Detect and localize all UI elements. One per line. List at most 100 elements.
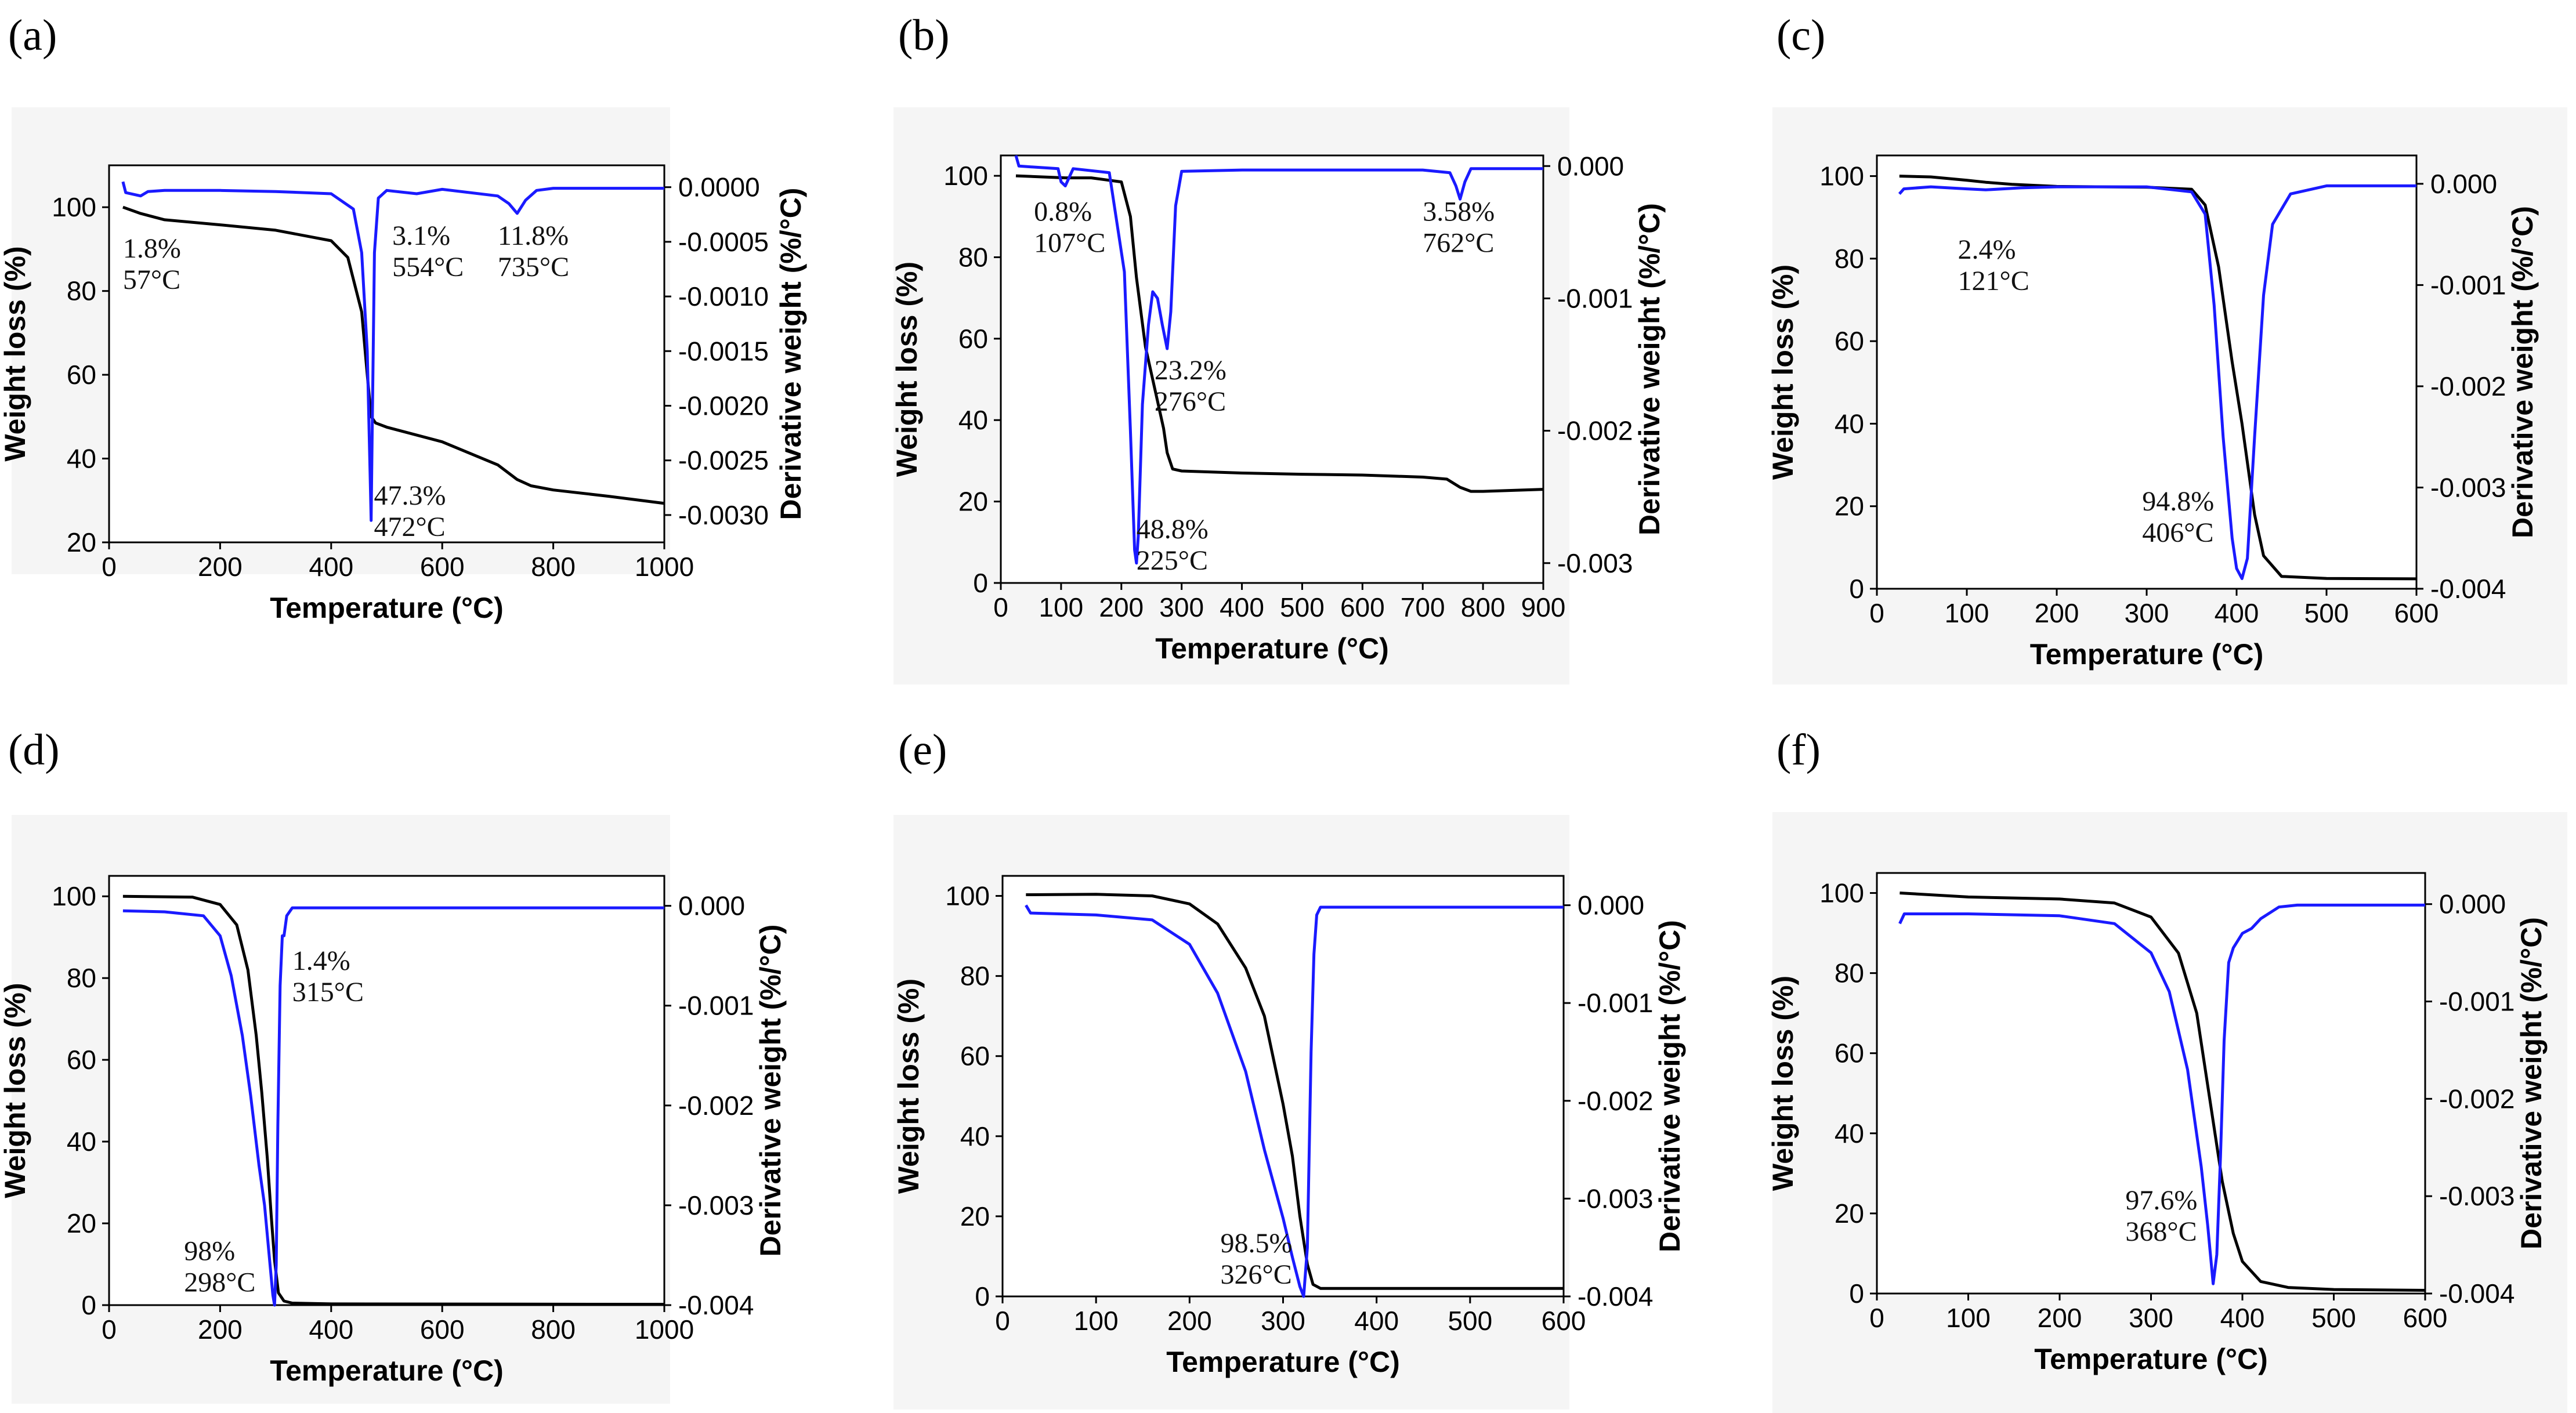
peak-annotation: 554°C [392,252,464,282]
x-tick-label: 800 [1461,592,1506,622]
y-tick-label: 80 [1835,244,1864,274]
y2-tick-label: -0.001 [2439,987,2515,1017]
chart-panel: (b) 0 100 200 300 400 500 600 700 800 900 0 20 40 60 80… [891,11,1666,684]
x-tick-label: 100 [1039,592,1084,622]
x-tick-label: 400 [1354,1306,1399,1336]
derivative-weight-line [1898,903,2425,1285]
x-tick-label: 100 [1945,598,1989,628]
x-tick-label: 400 [2220,1303,2265,1333]
y-tick-label: 60 [958,324,988,354]
panel-label: (b) [898,11,950,60]
y-tick-label: 80 [67,276,96,306]
x-tick-label: 700 [1401,592,1445,622]
weight-loss-line [1899,175,2417,581]
x-tick-label: 600 [420,1314,465,1345]
y-axis-title: Weight loss (%) [0,983,31,1198]
y2-tick-label: -0.001 [1578,988,1653,1018]
x-axis-title: Temperature (°C) [1155,632,1388,665]
chart-panel: (d) 0 200 400 600 800 1000 0 20 40 60 80 100 0.000 -0.… [0,726,787,1404]
peak-annotation: 0.8% [1034,196,1092,227]
peak-annotation: 97.6% [2125,1185,2197,1216]
x-tick-label: 0 [993,592,1008,622]
y-tick-label: 20 [67,527,96,557]
x-tick-label: 0 [102,1314,117,1345]
plot-frame [108,875,665,1306]
y-tick-label: 40 [1835,1118,1864,1148]
x-tick-label: 0 [995,1306,1010,1336]
peak-annotation: 225°C [1137,545,1208,576]
y2-axis-title: Derivative weight (%/°C) [775,188,807,520]
y2-tick-label: 0.000 [2439,889,2506,919]
y-tick-label: 80 [67,963,96,993]
x-tick-label: 400 [309,1314,353,1345]
weight-loss-line [122,894,665,1306]
chart-panel: (f) 0 100 200 300 400 500 600 0 20 40 60 80 100 0.000 -… [1767,726,2567,1413]
x-tick-label: 800 [531,552,576,582]
x-tick-label: 500 [2304,598,2349,628]
peak-annotation: 57°C [123,265,180,295]
panel-label: (c) [1777,11,1825,60]
y-tick-label: 80 [960,961,990,991]
x-tick-label: 400 [309,552,353,582]
x-tick-label: 200 [2035,598,2079,628]
x-tick-label: 500 [2311,1303,2356,1333]
y-tick-label: 100 [52,192,96,222]
peak-annotation: 1.8% [123,233,181,264]
x-tick-label: 200 [1167,1306,1212,1336]
derivative-weight-line [1014,155,1543,565]
panel-label: (d) [8,726,60,774]
y2-tick-label: -0.004 [2439,1278,2515,1309]
y-tick-label: 100 [945,881,990,911]
y2-tick-label: 0.000 [678,891,745,921]
x-tick-label: 200 [198,1314,243,1345]
weight-loss-line [1900,892,2426,1292]
panel-label: (a) [8,11,57,60]
y2-tick-label: -0.003 [1578,1183,1653,1213]
y-tick-label: 80 [958,242,988,272]
peak-annotation: 47.3% [374,480,446,511]
x-axis-title: Temperature (°C) [2030,638,2263,671]
x-tick-label: 1000 [635,1314,694,1345]
y2-tick-label: -0.002 [1578,1086,1653,1116]
y2-tick-label: -0.001 [2430,270,2506,300]
peak-annotation: 276°C [1155,386,1226,417]
y2-tick-label: -0.0025 [678,445,769,476]
y-tick-label: 20 [960,1201,990,1231]
y2-tick-label: -0.004 [2430,574,2506,604]
y-tick-label: 0 [1849,1278,1864,1309]
y2-tick-label: 0.000 [1578,890,1644,921]
y-tick-label: 20 [958,487,988,517]
peak-annotation: 107°C [1034,227,1105,258]
peak-annotation: 3.58% [1423,196,1495,227]
x-tick-label: 1000 [635,552,694,582]
peak-annotation: 121°C [1958,266,2029,296]
x-tick-label: 400 [2215,598,2259,628]
plot-frame [1000,154,1544,584]
peak-annotation: 23.2% [1155,355,1227,386]
y-tick-label: 20 [1835,1198,1864,1229]
peak-annotation: 1.4% [292,945,350,976]
chart-panel: (c) 0 100 200 300 400 500 600 0 20 40 60 80 100 0.000 -… [1767,11,2567,684]
y2-axis-title: Derivative weight (%/°C) [2515,917,2548,1249]
y-tick-label: 100 [943,161,988,191]
y-tick-label: 100 [52,881,96,911]
x-tick-label: 300 [1261,1306,1305,1336]
x-tick-label: 100 [1946,1303,1991,1333]
y2-tick-label: -0.0005 [678,227,769,257]
plot-frame [1001,875,1565,1298]
x-tick-label: 100 [1074,1306,1119,1336]
x-tick-label: 200 [2038,1303,2082,1333]
y2-axis-title: Derivative weight (%/°C) [754,925,787,1257]
x-tick-label: 0 [1869,598,1884,628]
peak-annotation: 48.8% [1137,514,1209,545]
peak-annotation: 298°C [184,1267,255,1298]
x-tick-label: 900 [1521,592,1566,622]
y-tick-label: 40 [1835,408,1864,439]
y2-axis-title: Derivative weight (%/°C) [1654,920,1686,1252]
peak-annotation: 2.4% [1958,234,2016,265]
x-tick-label: 500 [1448,1306,1492,1336]
y2-tick-label: -0.001 [678,991,754,1021]
peak-annotation: 326°C [1221,1259,1292,1290]
y2-tick-label: -0.0020 [678,390,769,421]
y-tick-label: 60 [1835,326,1864,356]
